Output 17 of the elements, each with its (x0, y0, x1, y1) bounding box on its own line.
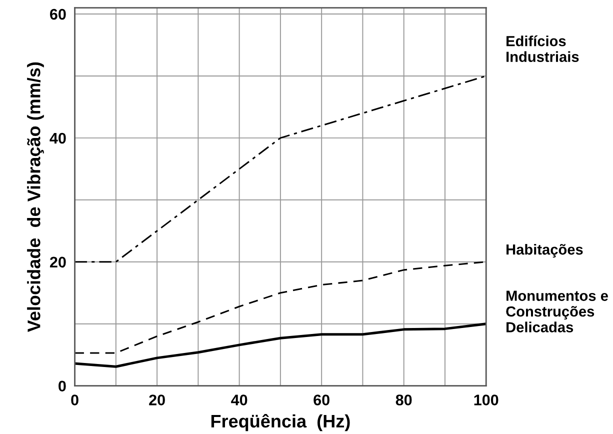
line-series (74, 322, 486, 368)
x-tick-label: 60 (314, 394, 330, 406)
x-tick-label: 80 (396, 394, 412, 406)
x-axis-title: Freqüência (Hz) (211, 414, 350, 432)
series-label: Edifícios Industriais (506, 35, 579, 62)
line-series (74, 75, 486, 263)
series-label: Monumentos e Construções Delicadas (506, 290, 608, 332)
y-tick-label: 0 (58, 380, 66, 392)
x-tick-label: 20 (149, 394, 165, 406)
x-tick-label: 0 (71, 394, 78, 406)
x-tick-label: 40 (231, 394, 248, 406)
series-label: Habitações (506, 244, 583, 258)
y-axis-title: Velocidade de Vibração (mm/s) (27, 62, 44, 332)
y-tick-label: 40 (50, 132, 66, 144)
x-tick-label: 100 (474, 394, 498, 406)
y-tick-label: 60 (50, 8, 66, 20)
y-tick-label: 20 (50, 256, 66, 268)
